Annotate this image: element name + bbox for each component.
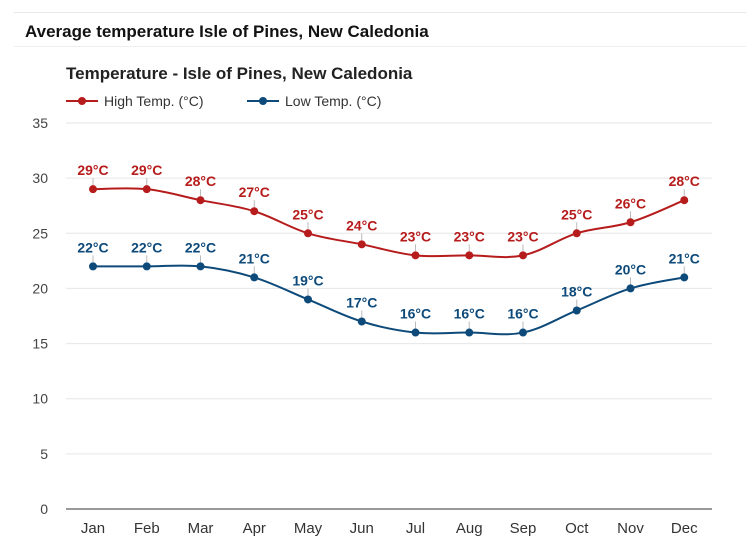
data-label-low: 16°C	[454, 306, 485, 322]
grid	[66, 122, 712, 455]
x-tick-label: Feb	[134, 520, 160, 537]
data-label-high: 28°C	[669, 173, 700, 189]
data-label-low: 18°C	[561, 283, 592, 299]
data-label-low: 19°C	[292, 272, 323, 288]
data-label-high: 24°C	[346, 217, 377, 233]
data-label-high: 23°C	[454, 228, 485, 244]
data-label-low: 21°C	[669, 250, 700, 266]
chart-card: Average temperature Isle of Pines, New C…	[14, 12, 746, 558]
data-label-high: 25°C	[292, 206, 323, 222]
data-label-high: 27°C	[239, 184, 270, 200]
data-point-low	[465, 328, 474, 337]
x-tick-label: Jul	[406, 520, 425, 537]
x-tick-label: Mar	[188, 520, 214, 537]
legend-low-label: Low Temp. (°C)	[285, 93, 381, 109]
x-tick-label: Jun	[350, 520, 374, 537]
data-label-high: 29°C	[131, 162, 162, 178]
legend-low-marker	[259, 97, 267, 105]
data-point-low	[519, 328, 527, 337]
data-point-high	[626, 218, 635, 227]
page-title: Average temperature Isle of Pines, New C…	[25, 22, 429, 41]
x-tick-label: Oct	[565, 520, 589, 537]
data-label-low: 22°C	[77, 239, 108, 255]
data-point-low	[626, 284, 635, 293]
series-low: 22°C 22°C 22°C 21°C 19°C 17°C 16°C 16°C 16°C 18°C…	[77, 239, 700, 337]
x-tick-label: Jan	[81, 520, 105, 537]
legend-high-label: High Temp. (°C)	[104, 93, 203, 109]
y-tick-label: 10	[32, 391, 48, 407]
y-tick-label: 25	[32, 225, 48, 241]
data-label-high: 25°C	[561, 206, 592, 222]
x-tick-label: Nov	[617, 520, 644, 537]
legend-high-marker	[78, 97, 86, 105]
x-tick-label: Apr	[243, 520, 266, 537]
x-tick-label: May	[294, 520, 323, 537]
data-point-high	[465, 251, 474, 260]
data-point-high	[357, 240, 366, 249]
data-label-high: 23°C	[507, 228, 538, 244]
chart-title: Temperature - Isle of Pines, New Caledon…	[66, 64, 413, 83]
data-point-low	[89, 262, 97, 271]
series-high: 29°C 29°C 28°C 27°C 25°C 24°C 23°C 23°C 23°C 25°C…	[77, 162, 700, 260]
card-header: Average temperature Isle of Pines, New C…	[14, 13, 746, 47]
data-point-low	[250, 273, 259, 282]
data-label-low: 22°C	[185, 239, 216, 255]
data-point-low	[196, 262, 205, 271]
data-point-high	[572, 229, 581, 238]
y-tick-label: 20	[32, 280, 48, 296]
y-tick-label: 0	[40, 501, 48, 517]
y-tick-label: 15	[32, 336, 48, 352]
data-label-low: 20°C	[615, 261, 646, 277]
data-point-high	[411, 251, 420, 260]
data-label-high: 28°C	[185, 173, 216, 189]
data-point-high	[304, 229, 312, 238]
data-point-low	[411, 328, 420, 337]
data-label-high: 23°C	[400, 228, 431, 244]
data-point-low	[680, 273, 689, 282]
data-point-low	[142, 262, 151, 271]
x-tick-label: Aug	[456, 520, 483, 537]
y-tick-label: 5	[40, 446, 48, 462]
data-point-low	[304, 295, 312, 304]
data-point-high	[680, 196, 689, 205]
y-tick-label: 30	[32, 170, 48, 186]
data-label-high: 29°C	[77, 162, 108, 178]
data-label-low: 22°C	[131, 239, 162, 255]
data-point-high	[250, 207, 259, 216]
series-line-low	[93, 264, 685, 336]
data-label-high: 26°C	[615, 195, 646, 211]
data-label-low: 21°C	[239, 250, 270, 266]
data-point-high	[89, 185, 97, 194]
data-point-high	[196, 196, 205, 205]
x-tick-label: Dec	[671, 520, 698, 537]
y-axis: 0 5 10 15 20 25 30 35	[32, 115, 48, 517]
series-line-high	[92, 187, 685, 259]
x-tick-label: Sep	[510, 520, 537, 537]
x-axis: Jan Feb Mar Apr May Jun Jul Aug Sep Oct Nov Dec	[66, 508, 712, 537]
data-label-low: 16°C	[400, 306, 431, 322]
data-point-low	[357, 317, 366, 326]
data-point-low	[572, 306, 581, 315]
data-label-low: 16°C	[507, 306, 538, 322]
data-point-high	[519, 251, 527, 260]
legend: High Temp. (°C) Low Temp. (°C)	[66, 93, 381, 109]
data-label-low: 17°C	[346, 295, 377, 311]
y-tick-label: 35	[32, 115, 48, 131]
data-point-high	[142, 185, 151, 194]
